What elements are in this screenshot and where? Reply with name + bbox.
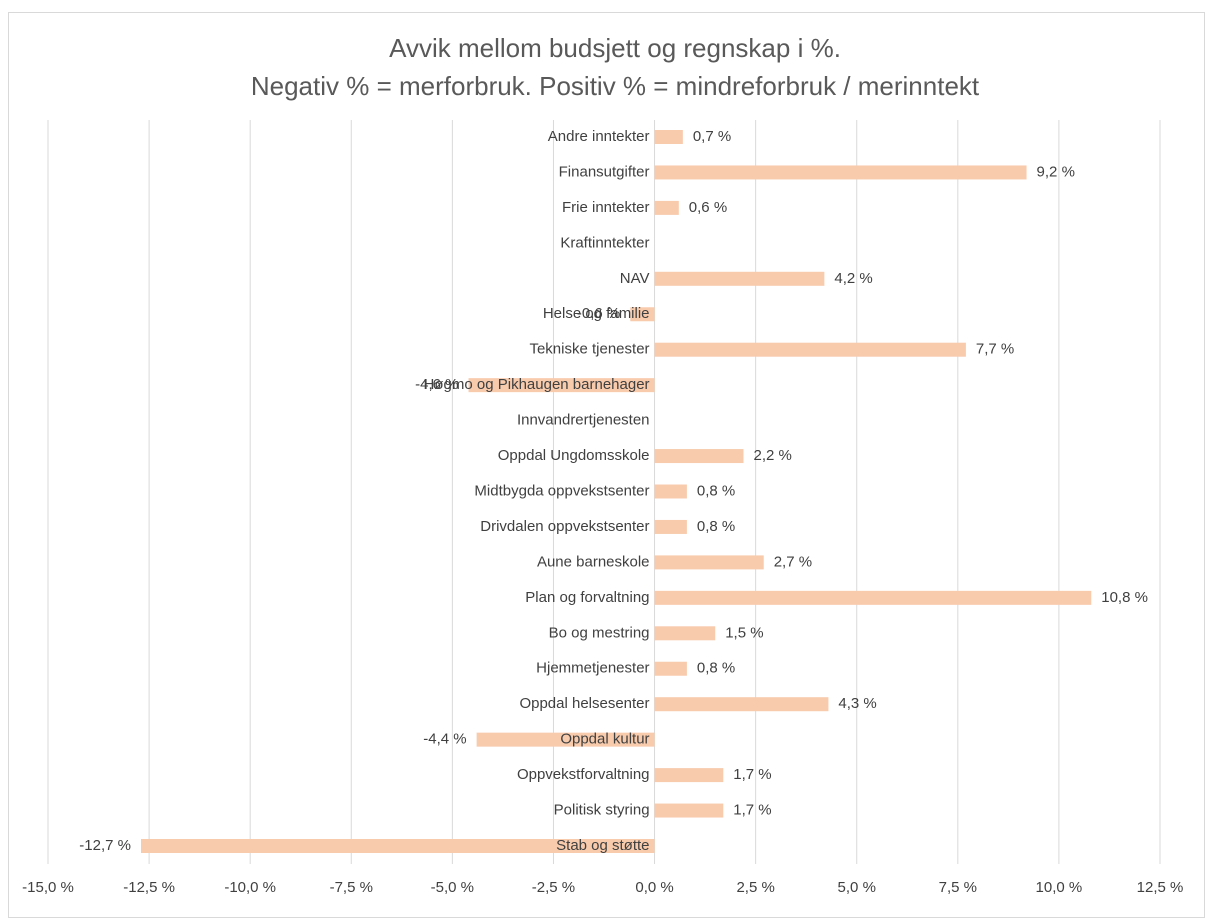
chart-subtitle: Negativ % = merforbruk. Positiv % = mind…: [251, 71, 980, 101]
bar: [654, 519, 687, 534]
bar: [654, 200, 679, 215]
bar: [476, 732, 655, 747]
data-label: -0,6 %: [577, 305, 620, 322]
data-label: -4,4 %: [423, 731, 466, 748]
x-tick-label: -5,0 %: [431, 879, 474, 896]
y-tick-label: Midtbygda oppvekstsenter: [474, 482, 649, 499]
x-tick-label: -12,5 %: [123, 879, 175, 896]
x-tick-label: 12,5 %: [1137, 879, 1184, 896]
y-tick-label: NAV: [620, 270, 650, 287]
bar: [654, 626, 716, 641]
y-tick-label: Hjemmetjenester: [536, 660, 649, 677]
chart-border: [8, 12, 1205, 918]
x-tick-label: 2,5 %: [736, 879, 774, 896]
data-label: 2,2 %: [754, 447, 792, 464]
data-label: 0,6 %: [689, 199, 727, 216]
bar: [654, 449, 744, 464]
bar: [654, 590, 1092, 605]
y-tick-label: Bo og mestring: [549, 624, 650, 641]
y-tick-label: Drivdalen oppvekstsenter: [480, 518, 649, 535]
y-tick-label: Stab og støtte: [556, 837, 649, 854]
x-tick-label: 7,5 %: [939, 879, 977, 896]
y-tick-label: Plan og forvaltning: [525, 589, 649, 606]
data-label: 10,8 %: [1101, 589, 1148, 606]
y-tick-label: Oppdal kultur: [560, 731, 649, 748]
data-label: 1,7 %: [733, 766, 771, 783]
bar: [654, 661, 687, 676]
y-tick-label: Andre inntekter: [548, 128, 650, 145]
x-tick-label: 0,0 %: [635, 879, 673, 896]
bar: [141, 839, 655, 853]
bar: [654, 697, 829, 712]
y-tick-label: Politisk styring: [554, 802, 650, 819]
x-tick-label: -2,5 %: [532, 879, 575, 896]
data-label: 7,7 %: [976, 341, 1014, 358]
y-tick-label: Kraftinntekter: [560, 234, 649, 251]
bar: [654, 768, 724, 783]
bar: [654, 484, 687, 499]
bar: [654, 555, 764, 570]
data-label: -4,6 %: [415, 376, 458, 393]
y-tick-label: Tekniske tjenester: [529, 341, 649, 358]
bar: [654, 130, 683, 144]
data-label: 2,7 %: [774, 553, 812, 570]
bar: [654, 271, 825, 286]
data-label: 0,7 %: [693, 128, 731, 145]
x-tick-label: 10,0 %: [1036, 879, 1083, 896]
y-tick-label: Aune barneskole: [537, 553, 650, 570]
data-label: -12,7 %: [79, 837, 131, 854]
bar: [654, 165, 1027, 180]
y-tick-label: Oppdal helsesenter: [519, 695, 649, 712]
data-label: 1,5 %: [725, 624, 763, 641]
y-tick-label: Helse og familie: [543, 305, 650, 322]
y-tick-label: Oppdal Ungdomsskole: [498, 447, 650, 464]
chart-title: Avvik mellom budsjett og regnskap i %.: [389, 33, 841, 63]
x-tick-label: -15,0 %: [22, 879, 74, 896]
x-tick-label: -10,0 %: [224, 879, 276, 896]
y-tick-label: Finansutgifter: [559, 163, 650, 180]
bar: [468, 378, 655, 393]
data-label: 4,2 %: [834, 270, 872, 287]
data-label: 0,8 %: [697, 518, 735, 535]
data-label: 0,8 %: [697, 660, 735, 677]
data-label: 1,7 %: [733, 802, 771, 819]
y-tick-label: Innvandrertjenesten: [517, 412, 650, 429]
x-tick-label: 5,0 %: [838, 879, 876, 896]
y-tick-label: Høgmo og Pikhaugen barnehager: [424, 376, 650, 393]
bar: [630, 307, 655, 322]
data-label: 0,8 %: [697, 482, 735, 499]
bar: [654, 342, 966, 357]
bar: [654, 803, 724, 818]
y-tick-label: Frie inntekter: [562, 199, 650, 216]
data-label: 4,3 %: [838, 695, 876, 712]
y-tick-label: Oppvekstforvaltning: [517, 766, 650, 783]
data-label: 9,2 %: [1037, 163, 1075, 180]
x-tick-label: -7,5 %: [330, 879, 373, 896]
